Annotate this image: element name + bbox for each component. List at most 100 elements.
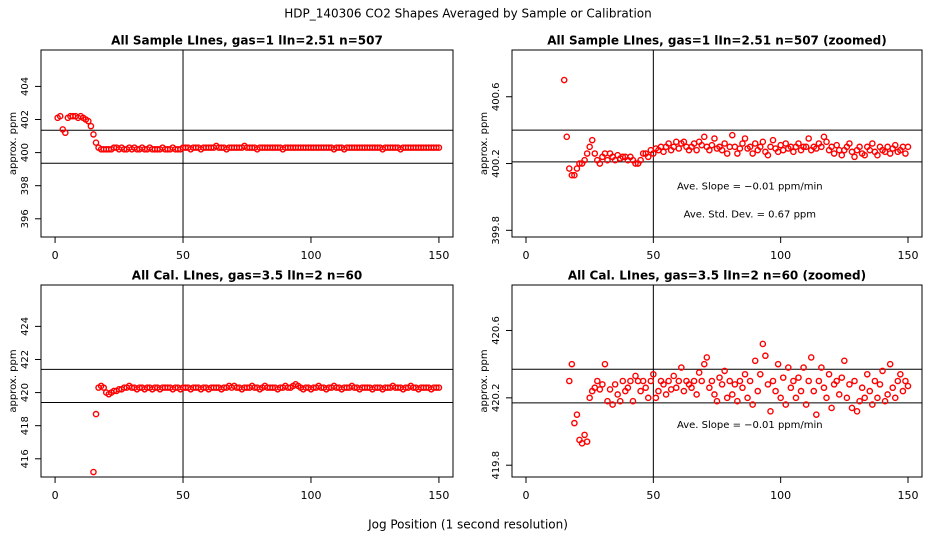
point [586,394,593,402]
point [700,360,708,368]
point [904,143,912,151]
point [751,140,759,147]
y-tick-label: 404 [20,77,31,96]
annotation: Ave. Slope = −0.01 ppm/min [677,182,823,193]
point [680,138,688,146]
point [721,367,728,375]
point [728,391,736,398]
point [100,384,107,391]
point [787,384,795,392]
point [879,367,886,375]
point [861,151,869,159]
point [728,131,736,139]
x-tick-label: 150 [428,489,449,502]
point [92,139,100,146]
point [744,394,751,402]
point [904,382,912,390]
point [604,156,611,164]
point [874,151,881,159]
point [810,387,818,395]
point [708,377,716,385]
point [828,404,835,412]
point [848,404,856,412]
plot-area [41,50,453,237]
point [823,394,830,402]
point [746,143,754,151]
point [841,357,848,365]
point [790,377,797,385]
point [616,397,624,405]
point [792,394,800,402]
point [838,374,846,381]
point [815,377,823,385]
y-tick-label: 418 [20,416,31,435]
x-tick-label: 50 [176,489,190,502]
point [746,377,754,385]
point [891,141,899,149]
point [588,136,596,144]
point [571,171,578,179]
x-axis-label: Jog Position (1 second resolution) [367,518,568,532]
y-tick-label: 398 [20,176,31,195]
point [800,364,807,371]
point [698,377,706,385]
point [688,384,695,392]
point [891,394,899,402]
point [881,397,889,405]
point [899,387,907,395]
point [838,151,846,159]
x-tick-label: 100 [770,489,791,502]
point [805,135,812,142]
point [706,384,713,392]
plot-frame [511,49,923,238]
point [833,377,840,385]
point [843,394,851,402]
point [741,370,749,378]
point [611,381,619,388]
panel-title: All Sample LInes, gas=1 lIn=2.51 n=507 (… [547,34,887,48]
point [675,145,683,152]
point [795,140,802,147]
point [632,372,639,380]
y-tick-label: 422 [20,350,31,369]
x-tick-label: 100 [300,489,321,502]
point [790,148,797,156]
point [563,133,571,141]
y-axis-label: approx. ppm [479,112,490,175]
point [713,397,721,405]
point [583,438,591,445]
x-tick-label: 0 [52,249,59,262]
point [568,360,576,368]
point [762,352,769,360]
point [594,377,601,385]
point [718,146,726,154]
y-tick-label: 400 [20,143,31,162]
point [723,394,731,402]
x-tick-label: 150 [897,249,918,262]
point [769,136,777,144]
point [637,156,644,164]
point [774,360,782,368]
annotation: Ave. Slope = −0.01 ppm/min [677,420,823,431]
point [560,76,568,84]
y-tick-label: 420 [20,383,31,402]
y-tick-label: 416 [20,449,31,468]
point [830,150,838,157]
point [734,150,741,157]
panel-title: All Sample LInes, gas=1 lIn=2.51 n=507 [111,34,383,48]
point [596,160,604,167]
point [695,369,703,376]
point [731,381,739,388]
point [759,138,767,146]
point [856,143,863,151]
plot-area [512,50,922,237]
point [886,360,894,368]
point [644,394,652,402]
panel-title: All Cal. LInes, gas=3.5 lIn=2 n=60 [132,269,362,283]
point [726,377,734,385]
point [894,377,902,385]
point [650,370,657,378]
